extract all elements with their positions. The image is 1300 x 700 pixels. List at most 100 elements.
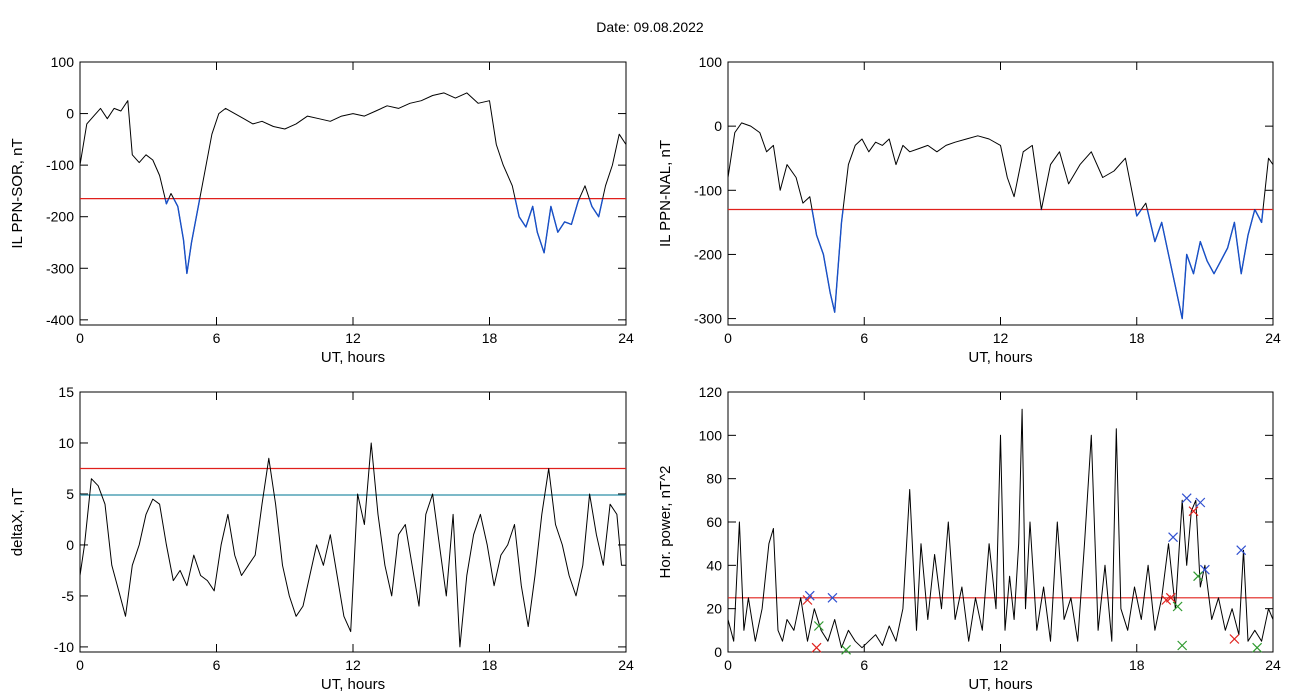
y-tick-label: 120 bbox=[699, 384, 723, 400]
x-tick-label: 6 bbox=[860, 657, 868, 673]
x-marker bbox=[1195, 497, 1206, 508]
x-marker-stroke bbox=[1181, 493, 1192, 504]
y-tick-label: 0 bbox=[66, 106, 74, 122]
x-marker bbox=[1252, 642, 1263, 653]
x-marker-stroke bbox=[1165, 592, 1176, 603]
plot-frame bbox=[727, 61, 1274, 326]
y-tick-label: 0 bbox=[714, 118, 722, 134]
x-marker bbox=[811, 642, 822, 653]
x-tick-label: 6 bbox=[213, 330, 221, 346]
x-axis-label: UT, hours bbox=[321, 676, 385, 693]
data-layer bbox=[80, 92, 626, 275]
x-marker bbox=[1188, 506, 1199, 517]
x-tick-label: 6 bbox=[860, 330, 868, 346]
series-line bbox=[728, 122, 1273, 320]
y-tick-label: 0 bbox=[66, 537, 74, 553]
plot-il-sor: 0 6 12 18 24 -400 -300 -200 -100 0 100 UT, hours IL … bbox=[9, 54, 634, 366]
y-tick-label: 10 bbox=[58, 435, 74, 451]
series-line-below-threshold bbox=[811, 209, 1264, 320]
x-marker-stroke bbox=[1188, 506, 1199, 517]
y-tick-label: 0 bbox=[714, 644, 722, 660]
x-tick-label: 0 bbox=[76, 330, 84, 346]
y-axis-label: deltaX, nT bbox=[9, 488, 26, 556]
x-marker bbox=[827, 592, 838, 603]
x-marker bbox=[1236, 545, 1247, 556]
x-tick-label: 12 bbox=[993, 330, 1009, 346]
y-tick-label: -200 bbox=[694, 246, 722, 262]
y-tick-label: 40 bbox=[706, 557, 722, 573]
x-marker bbox=[841, 644, 852, 655]
x-marker bbox=[1181, 493, 1192, 504]
x-marker-stroke bbox=[813, 621, 824, 631]
y-tick-label: -300 bbox=[694, 311, 722, 327]
series-line bbox=[80, 442, 626, 648]
below-layer bbox=[811, 209, 1264, 320]
y-tick-label: -400 bbox=[46, 312, 74, 328]
y-axis-label: IL PPN-SOR, nT bbox=[9, 138, 26, 248]
y-axis-label: Hor. power, nT^2 bbox=[657, 466, 674, 579]
y-tick-label: -10 bbox=[54, 639, 74, 655]
below-layer bbox=[164, 198, 604, 275]
y-tick-label: -300 bbox=[46, 260, 74, 276]
x-marker-stroke bbox=[1172, 601, 1183, 612]
x-marker bbox=[1193, 571, 1203, 582]
x-tick-label: 12 bbox=[993, 657, 1009, 673]
x-marker-stroke bbox=[1193, 571, 1203, 582]
x-marker bbox=[804, 590, 815, 601]
x-marker-stroke bbox=[1195, 497, 1206, 508]
x-marker-stroke bbox=[827, 592, 838, 603]
plot-il-nal: 0 6 12 18 24 -300 -200 -100 0 100 UT, hours IL PPN-… bbox=[657, 54, 1281, 366]
x-tick-label: 18 bbox=[1129, 657, 1145, 673]
x-tick-label: 18 bbox=[482, 657, 498, 673]
x-tick-label: 0 bbox=[76, 657, 84, 673]
x-tick-label: 18 bbox=[482, 330, 498, 346]
y-tick-label: -5 bbox=[62, 588, 75, 604]
x-marker-stroke bbox=[811, 642, 822, 653]
x-marker bbox=[1172, 601, 1183, 612]
plot-frame bbox=[727, 391, 1274, 653]
x-marker-stroke bbox=[1168, 532, 1179, 543]
x-marker bbox=[813, 621, 824, 631]
plot-hor-power: 0 6 12 18 24 0 20 40 60 80 100 120 UT, hours Hor. pow… bbox=[657, 384, 1281, 693]
x-tick-label: 24 bbox=[1265, 330, 1281, 346]
series-line bbox=[80, 92, 626, 274]
data-layer bbox=[728, 122, 1273, 320]
x-marker bbox=[1168, 532, 1179, 543]
y-tick-label: -100 bbox=[46, 157, 74, 173]
x-tick-label: 24 bbox=[618, 330, 634, 346]
x-axis-label: UT, hours bbox=[968, 676, 1032, 693]
x-tick-label: 0 bbox=[724, 657, 732, 673]
plot-frame bbox=[79, 391, 627, 653]
x-marker-stroke bbox=[841, 644, 852, 655]
x-tick-label: 18 bbox=[1129, 330, 1145, 346]
y-axis-label: IL PPN-NAL, nT bbox=[657, 140, 674, 247]
data-layer bbox=[80, 442, 626, 648]
x-axis-label: UT, hours bbox=[968, 349, 1032, 366]
y-tick-label: 5 bbox=[66, 486, 74, 502]
x-marker bbox=[1165, 592, 1176, 603]
x-tick-label: 24 bbox=[1265, 657, 1281, 673]
x-marker-stroke bbox=[1177, 640, 1188, 651]
y-tick-label: 100 bbox=[699, 427, 723, 443]
y-tick-label: 20 bbox=[706, 601, 722, 617]
x-marker-stroke bbox=[804, 590, 815, 601]
x-axis-label: UT, hours bbox=[321, 349, 385, 366]
series-line-below-threshold bbox=[164, 198, 604, 275]
plot-frame bbox=[79, 61, 627, 326]
plot-deltax: 0 6 12 18 24 -10 -5 0 5 10 15 UT, hours deltaX, nT bbox=[9, 384, 634, 693]
x-marker-stroke bbox=[1229, 634, 1240, 644]
page-title: Date: 09.08.2022 bbox=[596, 19, 704, 35]
y-tick-label: 80 bbox=[706, 471, 722, 487]
y-tick-label: 15 bbox=[58, 384, 74, 400]
x-marker bbox=[1229, 634, 1240, 644]
x-tick-label: 24 bbox=[618, 657, 634, 673]
series-line bbox=[728, 408, 1273, 649]
x-tick-label: 6 bbox=[213, 657, 221, 673]
x-marker bbox=[1177, 640, 1188, 651]
x-tick-label: 12 bbox=[345, 330, 361, 346]
x-tick-label: 0 bbox=[724, 330, 732, 346]
y-tick-label: -200 bbox=[46, 209, 74, 225]
y-tick-label: 100 bbox=[699, 54, 723, 70]
x-tick-label: 12 bbox=[345, 657, 361, 673]
